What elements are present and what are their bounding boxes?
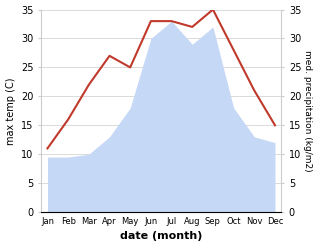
Y-axis label: med. precipitation (kg/m2): med. precipitation (kg/m2) — [303, 50, 313, 172]
Y-axis label: max temp (C): max temp (C) — [5, 77, 16, 144]
X-axis label: date (month): date (month) — [120, 231, 203, 242]
